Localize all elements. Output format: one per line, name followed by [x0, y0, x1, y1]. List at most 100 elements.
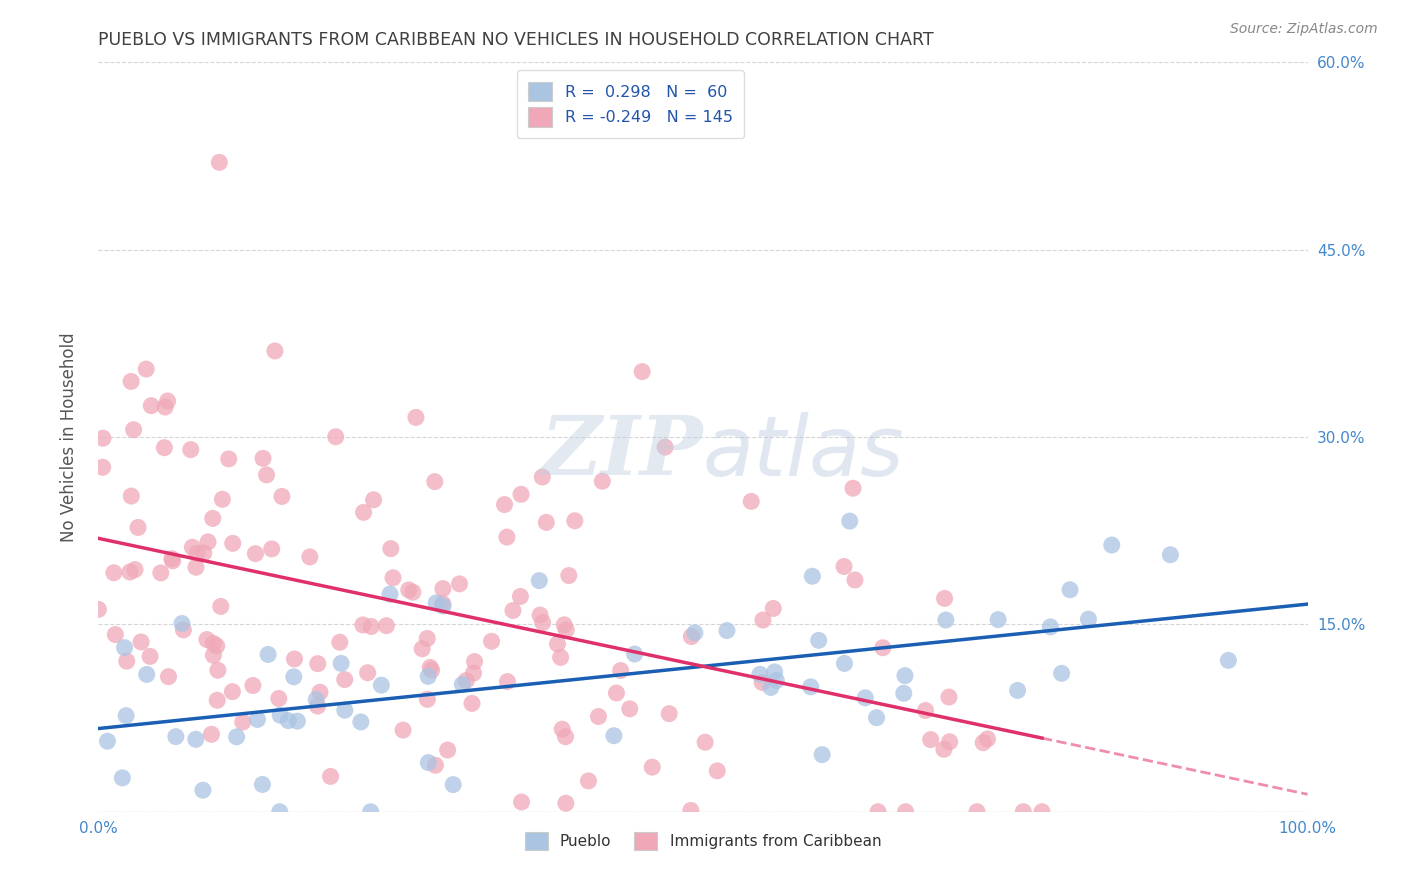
Point [605, 686, 627, 700]
Point [356, 665, 378, 680]
Point [135, 362, 157, 376]
Point [531, 470, 554, 484]
Point [202, 648, 225, 663]
Point [378, 587, 401, 601]
Point [496, 674, 519, 689]
Point [330, 657, 353, 671]
Point [894, 805, 917, 819]
Point [420, 663, 443, 677]
Point [181, 541, 204, 555]
Point [260, 541, 283, 556]
Point [894, 668, 917, 682]
Point [360, 805, 382, 819]
Point [363, 492, 385, 507]
Point [449, 577, 471, 591]
Point [1031, 805, 1053, 819]
Point [759, 681, 782, 695]
Point [160, 551, 183, 566]
Point [842, 481, 865, 495]
Text: PUEBLO VS IMMIGRANTS FROM CARIBBEAN NO VEHICLES IN HOUSEHOLD CORRELATION CHART: PUEBLO VS IMMIGRANTS FROM CARIBBEAN NO V… [98, 31, 934, 49]
Point [360, 619, 382, 633]
Point [603, 729, 626, 743]
Point [287, 714, 309, 728]
Point [252, 777, 274, 791]
Point [256, 467, 278, 482]
Point [319, 769, 342, 783]
Point [865, 711, 887, 725]
Point [432, 582, 454, 596]
Point [529, 608, 551, 623]
Point [309, 685, 332, 699]
Point [934, 591, 956, 606]
Point [800, 680, 823, 694]
Point [509, 590, 531, 604]
Point [402, 585, 425, 599]
Point [184, 560, 207, 574]
Point [451, 677, 474, 691]
Point [555, 623, 578, 637]
Point [416, 692, 439, 706]
Point [139, 649, 162, 664]
Point [432, 597, 454, 611]
Point [184, 732, 207, 747]
Point [127, 520, 149, 534]
Point [966, 805, 988, 819]
Point [91, 431, 114, 445]
Point [1039, 620, 1062, 634]
Point [681, 630, 703, 644]
Point [87, 602, 110, 616]
Point [683, 625, 706, 640]
Point [496, 530, 519, 544]
Point [120, 489, 142, 503]
Point [269, 708, 291, 723]
Point [546, 637, 568, 651]
Point [416, 632, 439, 646]
Point [938, 735, 960, 749]
Point [529, 574, 551, 588]
Point [221, 684, 243, 698]
Point [658, 706, 681, 721]
Text: ZIP: ZIP [540, 412, 703, 492]
Point [329, 635, 352, 649]
Text: atlas: atlas [703, 411, 904, 492]
Point [976, 731, 998, 746]
Point [135, 667, 157, 681]
Point [269, 805, 291, 819]
Point [205, 693, 228, 707]
Point [740, 494, 762, 508]
Point [157, 670, 180, 684]
Point [510, 487, 533, 501]
Point [436, 743, 458, 757]
Point [872, 640, 894, 655]
Point [550, 650, 572, 665]
Point [398, 582, 420, 597]
Point [325, 430, 347, 444]
Point [418, 756, 440, 770]
Point [531, 615, 554, 630]
Point [141, 399, 163, 413]
Legend: Pueblo, Immigrants from Caribbean: Pueblo, Immigrants from Caribbean [519, 826, 887, 856]
Point [124, 563, 146, 577]
Point [609, 664, 631, 678]
Point [1059, 582, 1081, 597]
Point [494, 498, 516, 512]
Point [464, 655, 486, 669]
Point [1101, 538, 1123, 552]
Y-axis label: No Vehicles in Household: No Vehicles in Household [59, 332, 77, 542]
Point [186, 546, 208, 560]
Point [333, 703, 356, 717]
Point [156, 394, 179, 409]
Point [104, 627, 127, 641]
Point [232, 714, 254, 729]
Point [201, 511, 224, 525]
Point [765, 673, 787, 688]
Point [463, 666, 485, 681]
Point [762, 601, 785, 615]
Point [375, 618, 398, 632]
Point [938, 690, 960, 704]
Point [245, 547, 267, 561]
Point [853, 690, 876, 705]
Point [834, 657, 856, 671]
Point [264, 343, 287, 358]
Point [811, 747, 834, 762]
